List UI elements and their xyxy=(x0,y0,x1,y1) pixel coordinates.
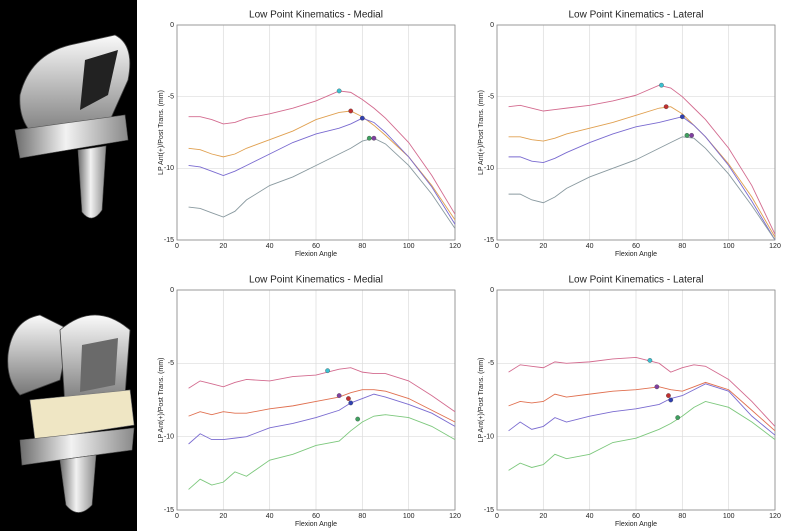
y-tick-label: -5 xyxy=(488,360,494,367)
x-tick-label: 60 xyxy=(632,243,640,250)
x-tick-label: 40 xyxy=(586,513,594,520)
figure: 0 20 40 60 80 100 120 0 -5 -10 -15 Low Point Kinema… xyxy=(0,0,801,531)
low-point-marker xyxy=(367,136,371,140)
y-tick-label: 0 xyxy=(170,22,174,29)
y-tick-label: 0 xyxy=(490,22,494,29)
y-tick-label: -10 xyxy=(164,434,174,441)
low-point-marker xyxy=(689,133,693,137)
low-point-marker xyxy=(680,115,684,119)
x-tick-label: 20 xyxy=(219,513,227,520)
low-point-marker xyxy=(655,385,659,389)
y-tick-label: -15 xyxy=(484,237,494,244)
x-tick-label: 100 xyxy=(723,243,735,250)
x-tick-label: 120 xyxy=(449,513,461,520)
x-tick-label: 80 xyxy=(678,513,686,520)
y-tick-label: -10 xyxy=(164,165,174,172)
y-axis-label: LP Ant(+)/Post Trans. (mm) xyxy=(158,358,165,443)
x-tick-label: 100 xyxy=(403,243,415,250)
x-axis-label: Flexion Angle xyxy=(615,521,657,528)
low-point-marker xyxy=(349,109,353,113)
low-point-marker xyxy=(648,358,652,362)
low-point-marker xyxy=(669,398,673,402)
low-point-marker xyxy=(325,368,329,372)
low-point-marker xyxy=(346,396,350,400)
y-tick-label: -10 xyxy=(484,165,494,172)
chart: 0 20 40 60 80 100 120 0 -5 -10 -15 Low Point Kinema… xyxy=(478,10,781,258)
x-tick-label: 60 xyxy=(312,243,320,250)
chart-title: Low Point Kinematics - Medial xyxy=(249,10,383,21)
x-tick-label: 80 xyxy=(358,243,366,250)
low-point-marker xyxy=(337,393,341,397)
x-tick-label: 100 xyxy=(403,513,415,520)
x-tick-label: 120 xyxy=(769,243,781,250)
low-point-marker xyxy=(676,415,680,419)
chart: 0 20 40 60 80 100 120 0 -5 -10 -15 Low Point Kinema… xyxy=(478,275,781,528)
y-tick-label: 0 xyxy=(490,287,494,294)
x-tick-label: 40 xyxy=(266,513,274,520)
chart: 0 20 40 60 80 100 120 0 -5 -10 -15 Low Point Kinema… xyxy=(158,275,461,528)
chart-title: Low Point Kinematics - Lateral xyxy=(568,10,703,21)
low-point-marker xyxy=(666,393,670,397)
x-tick-label: 120 xyxy=(769,513,781,520)
y-tick-label: -5 xyxy=(488,94,494,101)
x-tick-label: 100 xyxy=(723,513,735,520)
low-point-marker xyxy=(659,83,663,87)
y-tick-label: -5 xyxy=(168,94,174,101)
chart-title: Low Point Kinematics - Lateral xyxy=(568,275,703,286)
x-axis-label: Flexion Angle xyxy=(615,251,657,258)
y-axis-label: LP Ant(+)/Post Trans. (mm) xyxy=(478,90,485,175)
low-point-marker xyxy=(356,417,360,421)
x-tick-label: 60 xyxy=(632,513,640,520)
x-tick-label: 40 xyxy=(586,243,594,250)
low-point-marker xyxy=(349,401,353,405)
y-tick-label: 0 xyxy=(170,287,174,294)
y-axis-label: LP Ant(+)/Post Trans. (mm) xyxy=(478,358,485,443)
x-tick-label: 0 xyxy=(175,513,179,520)
y-tick-label: -15 xyxy=(164,507,174,514)
x-tick-label: 0 xyxy=(495,243,499,250)
x-tick-label: 80 xyxy=(678,243,686,250)
y-tick-label: -15 xyxy=(164,237,174,244)
y-tick-label: -10 xyxy=(484,434,494,441)
x-tick-label: 80 xyxy=(358,513,366,520)
low-point-marker xyxy=(360,116,364,120)
y-tick-label: -15 xyxy=(484,507,494,514)
y-axis-label: LP Ant(+)/Post Trans. (mm) xyxy=(158,90,165,175)
y-tick-label: -5 xyxy=(168,360,174,367)
low-point-marker xyxy=(337,89,341,93)
chart: 0 20 40 60 80 100 120 0 -5 -10 -15 Low Point Kinema… xyxy=(158,10,461,258)
x-tick-label: 120 xyxy=(449,243,461,250)
x-tick-label: 20 xyxy=(539,243,547,250)
low-point-marker xyxy=(372,136,376,140)
x-tick-label: 20 xyxy=(219,243,227,250)
low-point-marker xyxy=(664,105,668,109)
x-tick-label: 40 xyxy=(266,243,274,250)
x-axis-label: Flexion Angle xyxy=(295,521,337,528)
low-point-marker xyxy=(685,133,689,137)
x-tick-label: 0 xyxy=(175,243,179,250)
chart-title: Low Point Kinematics - Medial xyxy=(249,275,383,286)
x-axis-label: Flexion Angle xyxy=(295,251,337,258)
x-tick-label: 20 xyxy=(539,513,547,520)
x-tick-label: 60 xyxy=(312,513,320,520)
x-tick-label: 0 xyxy=(495,513,499,520)
